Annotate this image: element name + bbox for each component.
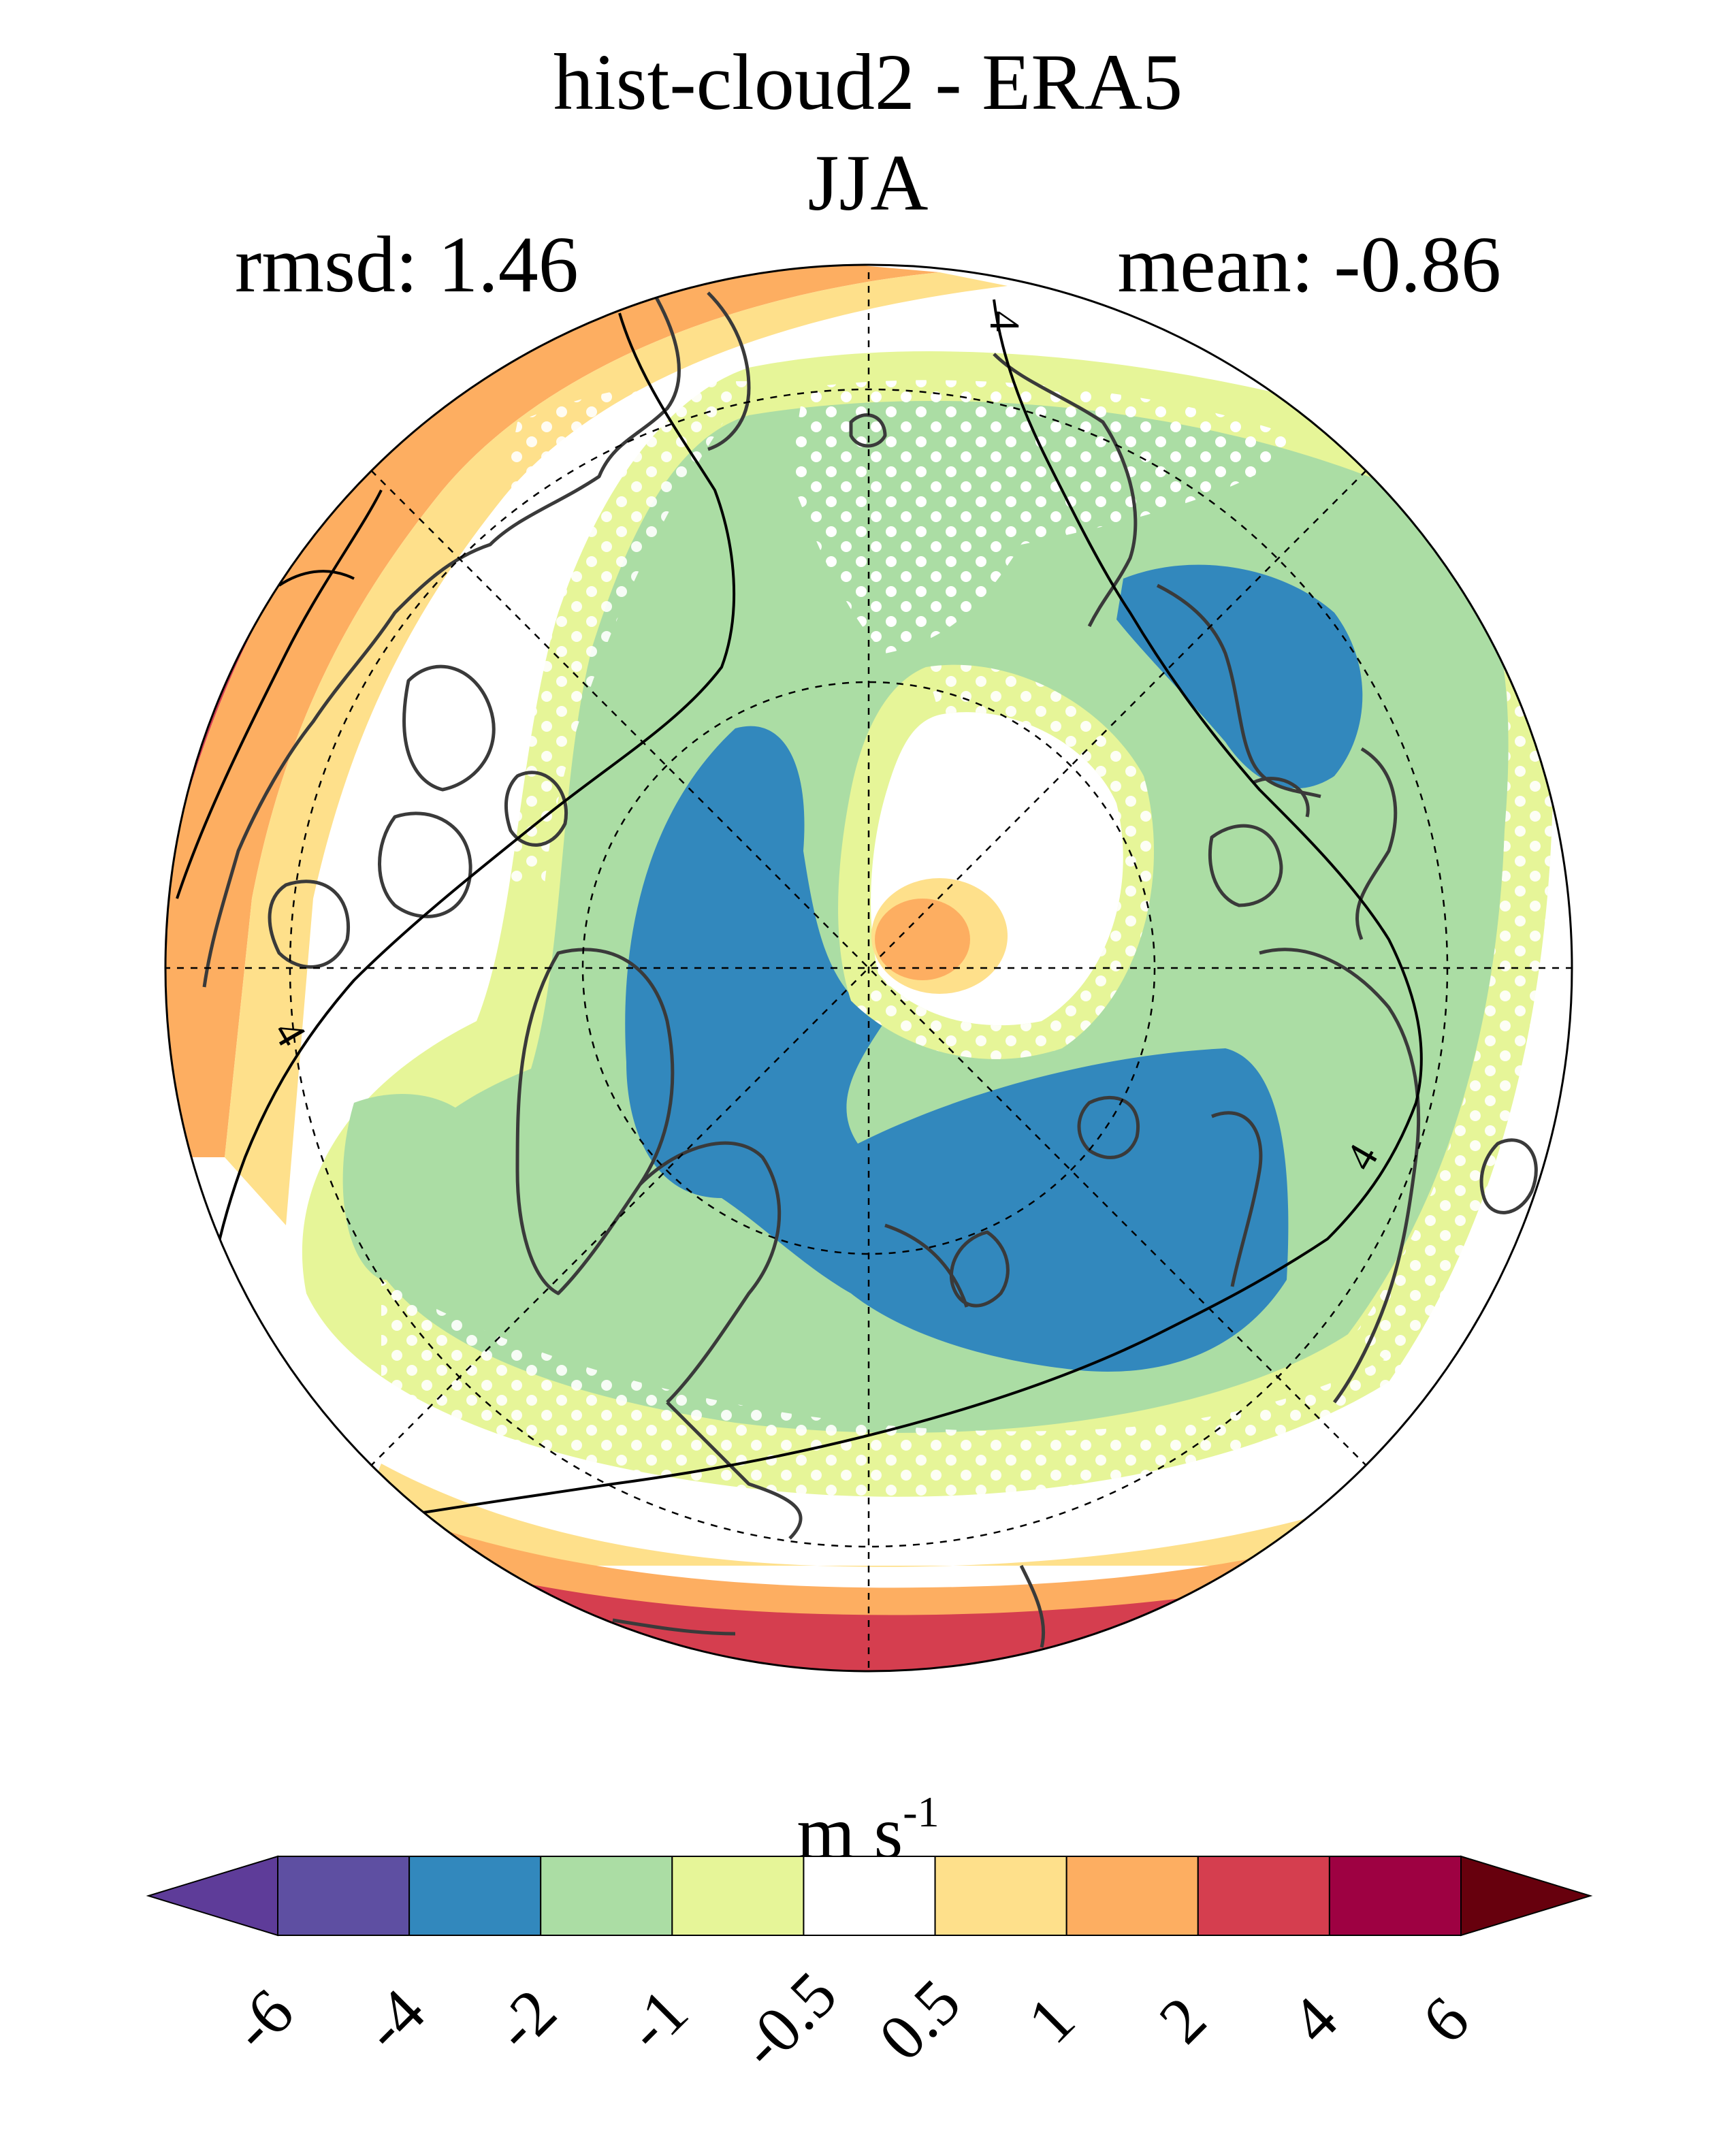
colorbar-tick-label: -2: [480, 1975, 570, 2065]
neg-core-blue-pacific: [1116, 564, 1363, 789]
neg-patch-green-west: [342, 1093, 493, 1280]
coastline-siberia: [1208, 747, 1398, 940]
coastline-scandinavia: [639, 1141, 782, 1404]
stippling-south: [381, 1280, 1464, 1559]
contour-line-outer: [176, 489, 383, 899]
colorbar-box: [1328, 1856, 1462, 1936]
colorbar-tick-label: 1: [1014, 1982, 1089, 2057]
colorbar-extend-low: [146, 1855, 278, 1937]
colorbar-tick-label: -0.5: [726, 1957, 850, 2082]
mean-label: mean: -0.86: [1117, 220, 1501, 309]
pole-positive-orange: [875, 899, 970, 980]
graticule-lon-d1: [370, 470, 1367, 1466]
coastline-mediterranean: [612, 1564, 1046, 1648]
contour-label-top: 4: [981, 311, 1027, 332]
colorbar-box: [803, 1856, 936, 1936]
coastline-north-america: [202, 291, 681, 988]
colorbar-box: [540, 1856, 673, 1936]
contour-lines: [176, 299, 1423, 1540]
field-layer: 4 4 4: [165, 265, 1572, 1671]
stippling-ring: [851, 664, 1154, 1059]
colorbar-tick-label: 4: [1276, 1982, 1351, 2057]
colorbar-tick-label: 6: [1408, 1982, 1483, 2057]
contour-line-west: [203, 312, 736, 1328]
colorbar-group: -6 -4 -2 -1 -0.5 0.5 1 2 4 6: [146, 1855, 1593, 2082]
colorbar-tick-label: 0.5: [865, 1965, 974, 2075]
chart-subtitle: JJA: [807, 138, 929, 227]
colorbar-box: [671, 1856, 805, 1936]
colorbar-tick-label: -6: [217, 1975, 307, 2065]
graticule-lat-1: [581, 681, 1156, 1255]
map-boundary: [164, 263, 1573, 1673]
colorbar-box: [934, 1856, 1067, 1936]
colorbar-box: [277, 1856, 411, 1936]
coastline-eurasia: [884, 948, 1421, 1404]
stippling-north: [790, 380, 1293, 653]
coastline-arctic-archipelago: [268, 664, 568, 969]
rmsd-label: rmsd: 1.46: [235, 220, 579, 309]
contour-line-east: [285, 299, 1423, 1540]
colorbar-box: [1197, 1856, 1330, 1936]
neg-core-blue-arctic: [625, 726, 1289, 1372]
coastlines: [202, 291, 1538, 1648]
colorbar-tick-label: 2: [1145, 1982, 1220, 2057]
colorbar-box: [408, 1856, 542, 1936]
colorbar-tick-label: -4: [349, 1975, 438, 2065]
colorbar-box: [1065, 1856, 1199, 1936]
graticule: [165, 265, 1572, 1671]
coastline-greenland: [515, 948, 675, 1295]
colorbar-tick-label: -1: [611, 1975, 701, 2065]
colorbar-units-exponent: -1: [903, 1788, 939, 1836]
stippling-west: [485, 381, 749, 885]
polar-map: 4 4 4: [164, 263, 1573, 1673]
colorbar-extend-high: [1460, 1855, 1593, 1937]
south-band-yellow: [340, 1464, 1532, 1567]
stippling-east: [1355, 477, 1552, 1375]
coastline-far-east: [1479, 1138, 1538, 1214]
chart-title: hist-cloud2 - ERA5: [553, 37, 1183, 127]
graticule-lon-d2: [370, 470, 1367, 1466]
coastline-alaska: [707, 291, 887, 451]
coastline-europe: [666, 1230, 1010, 1540]
